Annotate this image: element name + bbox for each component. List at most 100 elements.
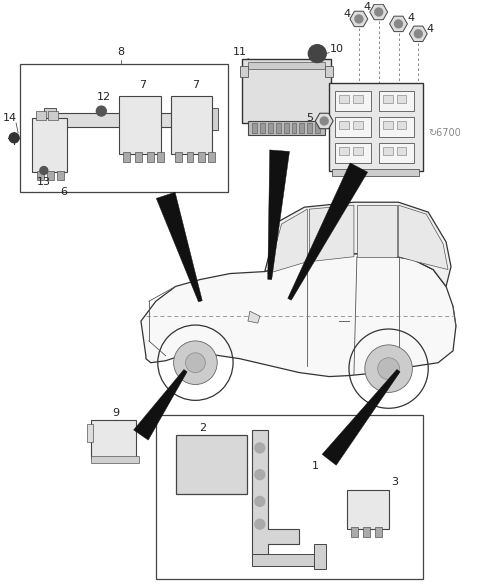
Polygon shape: [268, 150, 289, 279]
Bar: [268, 123, 273, 133]
Bar: [383, 95, 393, 103]
Bar: [242, 59, 331, 123]
Circle shape: [185, 353, 205, 373]
Bar: [396, 147, 407, 154]
Text: 11: 11: [233, 46, 247, 56]
Circle shape: [255, 519, 265, 529]
Bar: [335, 143, 371, 163]
Text: 2: 2: [199, 423, 206, 433]
Bar: [339, 121, 349, 129]
Polygon shape: [133, 369, 187, 440]
Bar: [379, 117, 414, 137]
Circle shape: [9, 133, 19, 143]
Polygon shape: [322, 369, 400, 465]
Bar: [325, 66, 333, 77]
Text: 10: 10: [330, 43, 344, 53]
Bar: [36, 111, 46, 120]
Bar: [176, 435, 247, 494]
Circle shape: [378, 357, 399, 380]
Bar: [119, 96, 161, 154]
Bar: [87, 424, 94, 442]
Bar: [156, 415, 423, 579]
Bar: [208, 151, 215, 161]
Bar: [332, 168, 420, 177]
Bar: [396, 95, 407, 103]
Bar: [284, 123, 288, 133]
Text: 3: 3: [391, 477, 398, 487]
Bar: [353, 121, 363, 129]
Polygon shape: [398, 205, 448, 269]
Bar: [291, 123, 297, 133]
Text: 7: 7: [192, 80, 199, 90]
Polygon shape: [141, 254, 456, 377]
Circle shape: [174, 341, 217, 384]
Bar: [351, 527, 358, 537]
Bar: [363, 527, 370, 537]
Bar: [206, 108, 218, 130]
Bar: [37, 170, 44, 180]
Text: 5: 5: [306, 113, 313, 123]
Bar: [248, 121, 325, 135]
Circle shape: [255, 470, 265, 480]
Bar: [315, 123, 320, 133]
Bar: [307, 123, 312, 133]
Bar: [57, 170, 64, 180]
Bar: [135, 151, 142, 161]
Bar: [276, 123, 281, 133]
Bar: [20, 63, 228, 193]
Circle shape: [375, 8, 383, 16]
Bar: [198, 151, 205, 161]
Polygon shape: [265, 202, 451, 286]
Bar: [353, 95, 363, 103]
Bar: [329, 83, 423, 170]
Bar: [175, 151, 181, 161]
Bar: [32, 118, 67, 173]
Circle shape: [365, 345, 412, 393]
Bar: [383, 121, 393, 129]
Circle shape: [414, 30, 422, 38]
Polygon shape: [350, 11, 368, 26]
Polygon shape: [156, 192, 202, 302]
Bar: [157, 151, 164, 161]
Text: 13: 13: [37, 177, 51, 187]
Polygon shape: [252, 430, 300, 559]
Text: 4: 4: [427, 24, 434, 34]
Bar: [171, 96, 212, 154]
Bar: [375, 527, 382, 537]
Polygon shape: [370, 4, 388, 20]
Bar: [347, 490, 389, 529]
Polygon shape: [268, 209, 307, 274]
Circle shape: [255, 443, 265, 453]
Circle shape: [96, 106, 106, 116]
Bar: [260, 123, 265, 133]
Bar: [91, 420, 136, 458]
Text: 4: 4: [343, 9, 350, 19]
Text: 14: 14: [3, 113, 17, 123]
Bar: [379, 143, 414, 163]
Circle shape: [308, 45, 326, 63]
Bar: [252, 554, 321, 566]
Bar: [353, 147, 363, 154]
Polygon shape: [390, 16, 408, 32]
Text: 1: 1: [312, 461, 319, 471]
Bar: [187, 151, 193, 161]
Polygon shape: [309, 205, 354, 262]
Bar: [339, 147, 349, 154]
Text: 4: 4: [363, 2, 371, 12]
Text: 12: 12: [97, 92, 111, 102]
Bar: [335, 117, 371, 137]
Bar: [123, 151, 130, 161]
Circle shape: [395, 20, 402, 28]
Polygon shape: [288, 163, 368, 300]
Bar: [300, 123, 304, 133]
Bar: [147, 151, 154, 161]
Bar: [44, 108, 56, 130]
Text: 8: 8: [118, 46, 125, 56]
Bar: [47, 170, 54, 180]
Polygon shape: [357, 205, 396, 257]
Polygon shape: [315, 113, 333, 129]
Text: 7: 7: [139, 80, 146, 90]
Bar: [396, 121, 407, 129]
Polygon shape: [409, 26, 427, 42]
Bar: [252, 123, 257, 133]
